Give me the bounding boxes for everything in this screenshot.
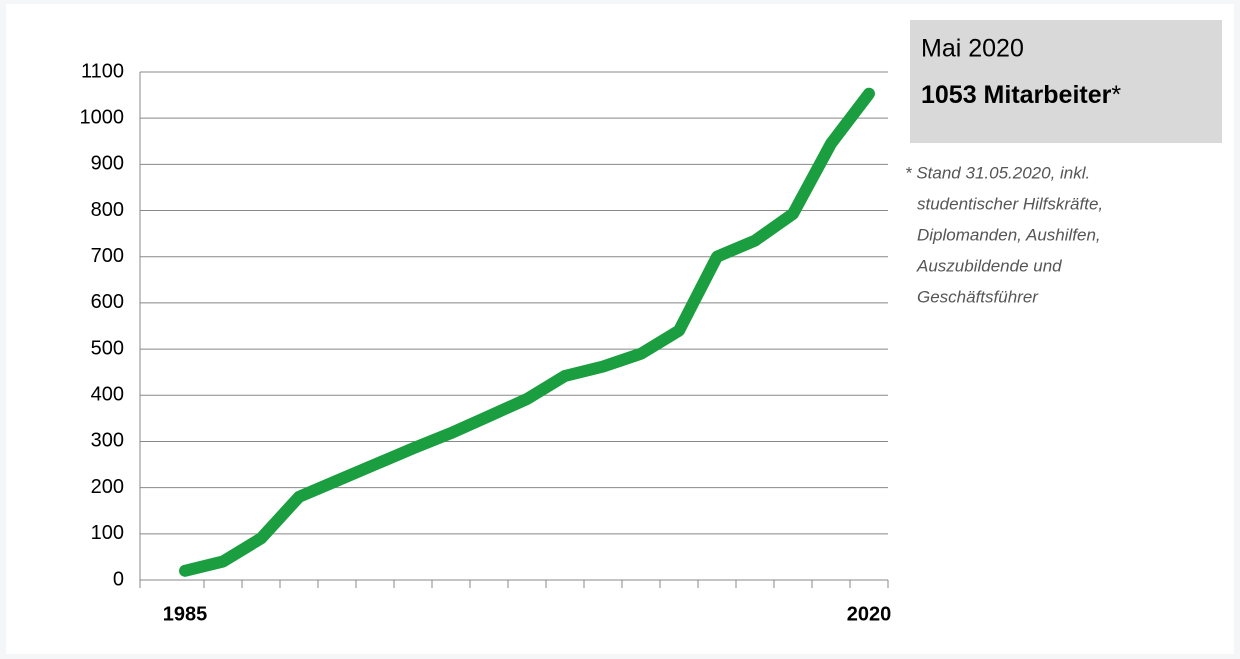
footnote-line: Geschäftsführer xyxy=(917,287,1039,306)
y-tick-label: 800 xyxy=(91,199,124,221)
y-tick-label: 100 xyxy=(91,522,124,544)
highlight: 1053 Mitarbeiter xyxy=(921,81,1112,109)
y-tick-label: 900 xyxy=(91,153,124,175)
footnote-line: Auszubildende und xyxy=(916,256,1062,275)
footnote-line: * Stand 31.05.2020, inkl. xyxy=(905,163,1090,182)
x-tick-label: 1985 xyxy=(163,603,208,625)
footnote-line: Diplomanden, Aushilfen, xyxy=(917,225,1101,244)
y-tick-label: 300 xyxy=(91,430,124,452)
footnote-line: studentischer Hilfskräfte, xyxy=(917,194,1103,213)
y-tick-label: 700 xyxy=(91,245,124,267)
asterisk: * xyxy=(1111,81,1121,109)
annotation-box xyxy=(910,20,1222,143)
x-tick-label: 2020 xyxy=(847,603,892,625)
y-tick-label: 200 xyxy=(91,476,124,498)
y-tick-label: 1000 xyxy=(80,106,125,128)
y-tick-label: 500 xyxy=(91,337,124,359)
annotation-highlight: 1053 Mitarbeiter* xyxy=(921,81,1121,109)
y-tick-label: 400 xyxy=(91,384,124,406)
y-tick-label: 600 xyxy=(91,291,124,313)
annotation-title: Mai 2020 xyxy=(921,35,1024,63)
y-tick-label: 0 xyxy=(113,568,124,590)
data-line xyxy=(179,87,875,577)
y-tick-label: 1100 xyxy=(81,60,124,82)
